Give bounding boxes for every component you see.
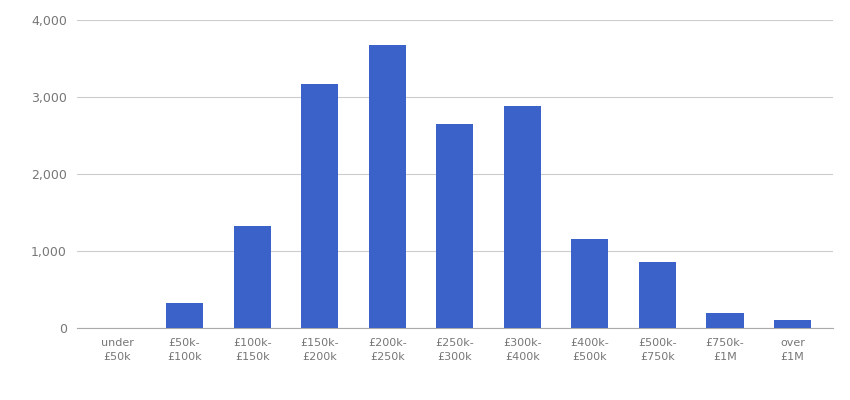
Bar bbox=[166, 303, 203, 328]
Bar bbox=[774, 320, 811, 328]
Bar bbox=[369, 46, 405, 328]
Bar bbox=[639, 262, 676, 328]
Bar bbox=[234, 226, 270, 328]
Bar bbox=[504, 106, 541, 328]
Bar bbox=[706, 313, 744, 328]
Bar bbox=[571, 239, 609, 328]
Bar bbox=[301, 84, 338, 328]
Bar bbox=[436, 124, 473, 328]
